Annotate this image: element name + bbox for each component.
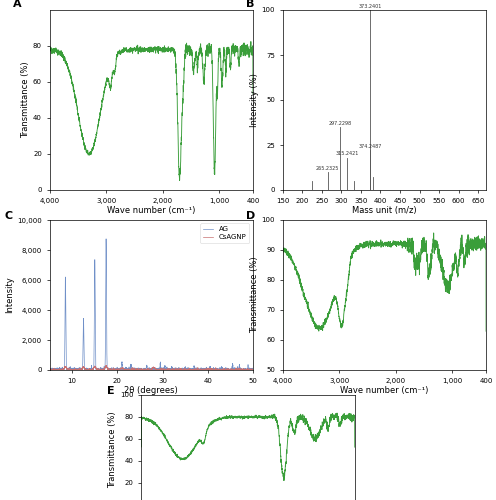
Text: 297.2298: 297.2298 (329, 120, 352, 126)
CsAGNP (169, 367, 175, 373)
Text: 374.2487: 374.2487 (359, 144, 382, 149)
CsAGNP (179, 367, 185, 373)
Text: A: A (13, 0, 22, 9)
AG (103, 236, 109, 242)
Y-axis label: Transmittance (%): Transmittance (%) (21, 62, 30, 138)
CsAGNP (104, 362, 110, 368)
Text: E: E (107, 386, 115, 396)
Y-axis label: Intensity: Intensity (5, 276, 14, 314)
Text: 373.2401: 373.2401 (358, 4, 382, 8)
Y-axis label: Intensity (%): Intensity (%) (250, 73, 259, 127)
Text: 265.2325: 265.2325 (316, 166, 339, 170)
CsAGNP (47, 367, 53, 373)
AG (174, 367, 180, 373)
AG (250, 366, 256, 372)
X-axis label: Mass unit (m/z): Mass unit (m/z) (352, 206, 417, 216)
X-axis label: 2θ (degrees): 2θ (degrees) (124, 386, 178, 396)
Text: C: C (5, 211, 13, 221)
X-axis label: Wave number (cm⁻¹): Wave number (cm⁻¹) (340, 386, 429, 396)
CsAGNP (135, 367, 141, 373)
Text: 315.2421: 315.2421 (336, 151, 359, 156)
Legend: AG, CsAGNP: AG, CsAGNP (200, 224, 249, 244)
AG (179, 366, 185, 372)
Line: AG: AG (50, 239, 253, 370)
Y-axis label: Transmittance (%): Transmittance (%) (250, 256, 259, 334)
AG (83, 366, 89, 372)
X-axis label: Wave number (cm⁻¹): Wave number (cm⁻¹) (107, 206, 195, 216)
AG (47, 367, 53, 373)
AG (198, 366, 204, 372)
CsAGNP (250, 367, 256, 373)
Text: D: D (246, 211, 255, 221)
AG (124, 367, 130, 373)
AG (169, 364, 175, 370)
CsAGNP (83, 367, 89, 373)
CsAGNP (124, 367, 130, 373)
AG (214, 367, 220, 373)
CsAGNP (214, 366, 220, 372)
CsAGNP (198, 367, 204, 373)
Y-axis label: Transmittance (%): Transmittance (%) (108, 412, 118, 488)
Line: CsAGNP: CsAGNP (50, 366, 253, 370)
Text: B: B (246, 0, 254, 9)
